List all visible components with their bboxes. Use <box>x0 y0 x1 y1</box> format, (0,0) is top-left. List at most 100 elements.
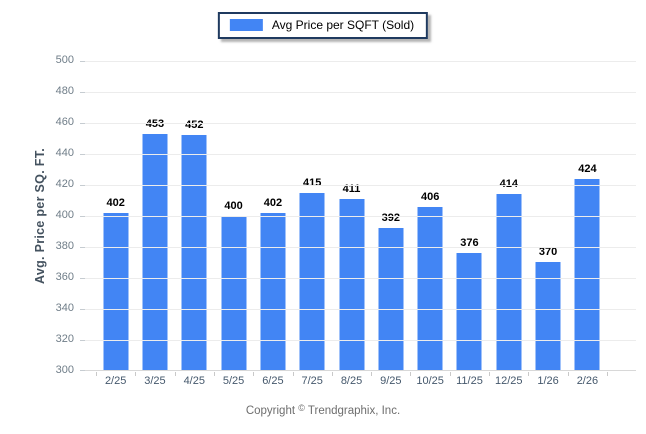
x-tick-mark-1 <box>135 372 136 376</box>
y-tick-mark-480 <box>80 92 85 93</box>
y-tick-mark-400 <box>80 216 85 217</box>
bar-4/25 <box>181 135 207 371</box>
x-tick-label-3/25: 3/25 <box>144 375 166 387</box>
x-tick-mark-10 <box>489 372 490 376</box>
y-tick-mark-380 <box>80 247 85 248</box>
bar-12/25 <box>496 194 522 371</box>
bar-value-label-8/25: 411 <box>342 183 361 195</box>
x-tick-mark-4 <box>253 372 254 376</box>
bar-column-12/25: 414 <box>489 61 528 371</box>
plot-area: 402 453 452 400 402 415 411 392 406 376 414 370 424 <box>80 61 636 371</box>
y-tick-mark-340 <box>80 309 85 310</box>
bar-column-9/25: 392 <box>371 61 410 371</box>
bar-6/25 <box>260 213 286 371</box>
gridline-480 <box>80 92 636 93</box>
bar-column-7/25: 415 <box>293 61 332 371</box>
bar-value-label-2/26: 424 <box>578 163 597 175</box>
x-tick-mark-2 <box>175 372 176 376</box>
bar-10/25 <box>417 207 443 371</box>
x-tick-label-4/25: 4/25 <box>183 375 205 387</box>
legend-label: Avg Price per SQFT (Sold) <box>271 18 415 32</box>
bar-7/25 <box>299 193 325 371</box>
x-tick-label-2/25: 2/25 <box>104 375 127 387</box>
y-tick-label-440: 440 <box>55 147 74 159</box>
y-tick-label-320: 320 <box>55 333 74 345</box>
bar-2/25 <box>103 213 129 371</box>
bar-3/25 <box>142 134 168 371</box>
bar-column-1/26: 370 <box>528 61 567 371</box>
gridline-440 <box>80 154 636 155</box>
bar-value-label-11/25: 376 <box>460 237 479 249</box>
x-tick-mark-0 <box>96 372 97 376</box>
y-tick-mark-500 <box>80 61 85 62</box>
gridline-400 <box>80 216 636 217</box>
bar-value-label-12/25: 414 <box>499 178 518 190</box>
y-tick-label-460: 460 <box>55 116 74 128</box>
chart-legend: Avg Price per SQFT (Sold) <box>217 12 429 39</box>
bar-value-label-1/26: 370 <box>538 246 558 258</box>
bar-value-label-3/25: 453 <box>145 118 165 130</box>
bar-11/25 <box>456 253 482 371</box>
bar-value-label-6/25: 402 <box>263 197 283 209</box>
y-tick-mark-440 <box>80 154 85 155</box>
bars-group: 402 453 452 400 402 415 411 392 406 376 414 370 424 <box>96 61 607 371</box>
x-tick-label-8/25: 8/25 <box>340 375 363 387</box>
y-tick-mark-300 <box>80 370 85 371</box>
bar-column-6/25: 402 <box>253 61 292 371</box>
gridline-340 <box>80 309 636 310</box>
x-tick-label-12/25: 12/25 <box>495 375 523 387</box>
y-tick-mark-460 <box>80 123 85 124</box>
copyright-company: Trendgraphix, Inc. <box>307 405 401 417</box>
x-tick-mark-5 <box>293 372 294 376</box>
x-tick-label-7/25: 7/25 <box>301 375 323 387</box>
copyright-text: Copyright © Trendgraphix, Inc. <box>0 403 646 417</box>
x-tick-label-2/26: 2/26 <box>576 375 599 387</box>
bar-column-3/25: 453 <box>135 61 174 371</box>
x-tick-label-10/25: 10/25 <box>416 375 444 387</box>
copyright-symbol: © <box>298 403 305 413</box>
bar-column-2/26: 424 <box>568 61 607 371</box>
bar-column-4/25: 452 <box>175 61 214 371</box>
x-axis-labels: 2/25 3/25 4/25 5/25 6/25 7/25 8/25 9/25 10/25 11/… <box>96 375 607 387</box>
x-tick-label-6/25: 6/25 <box>262 375 284 387</box>
x-tick-label-11/25: 11/25 <box>456 375 483 387</box>
bar-5/25 <box>221 216 247 371</box>
bar-8/25 <box>339 199 365 371</box>
y-tick-mark-360 <box>80 278 85 279</box>
x-tick-label-9/25: 9/25 <box>380 375 402 387</box>
copyright-prefix: Copyright <box>245 405 296 417</box>
bar-value-label-7/25: 415 <box>303 177 322 189</box>
x-tick-mark-7 <box>371 372 372 376</box>
gridline-300 <box>80 370 636 371</box>
x-tick-mark-3 <box>214 372 215 376</box>
bar-value-label-4/25: 452 <box>185 119 204 131</box>
bar-column-5/25: 400 <box>214 61 253 371</box>
gridline-420 <box>80 185 636 186</box>
y-tick-mark-420 <box>80 185 85 186</box>
bar-value-label-10/25: 406 <box>420 191 440 203</box>
bar-value-label-5/25: 400 <box>224 200 243 212</box>
y-tick-mark-320 <box>80 340 85 341</box>
x-tick-mark-9 <box>450 372 451 376</box>
x-tick-mark-12 <box>568 372 569 376</box>
y-tick-label-480: 480 <box>55 85 74 97</box>
x-tick-mark-6 <box>332 372 333 376</box>
x-tick-label-5/25: 5/25 <box>222 375 245 387</box>
bar-value-label-2/25: 402 <box>106 197 125 209</box>
gridline-320 <box>80 340 636 341</box>
y-tick-label-300: 300 <box>55 364 74 376</box>
bar-9/25 <box>378 228 404 371</box>
x-tick-mark-8 <box>410 372 411 376</box>
bar-column-8/25: 411 <box>332 61 371 371</box>
bar-column-11/25: 376 <box>450 61 489 371</box>
bar-2/26 <box>574 179 600 371</box>
x-tick-mark-11 <box>528 372 529 376</box>
y-tick-label-500: 500 <box>55 54 74 66</box>
y-tick-label-400: 400 <box>55 209 74 221</box>
bar-column-10/25: 406 <box>411 61 450 371</box>
x-tick-label-1/26: 1/26 <box>537 375 559 387</box>
y-tick-label-380: 380 <box>55 240 74 252</box>
gridline-380 <box>80 247 636 248</box>
gridline-460 <box>80 123 636 124</box>
x-tick-mark-13 <box>607 372 608 376</box>
